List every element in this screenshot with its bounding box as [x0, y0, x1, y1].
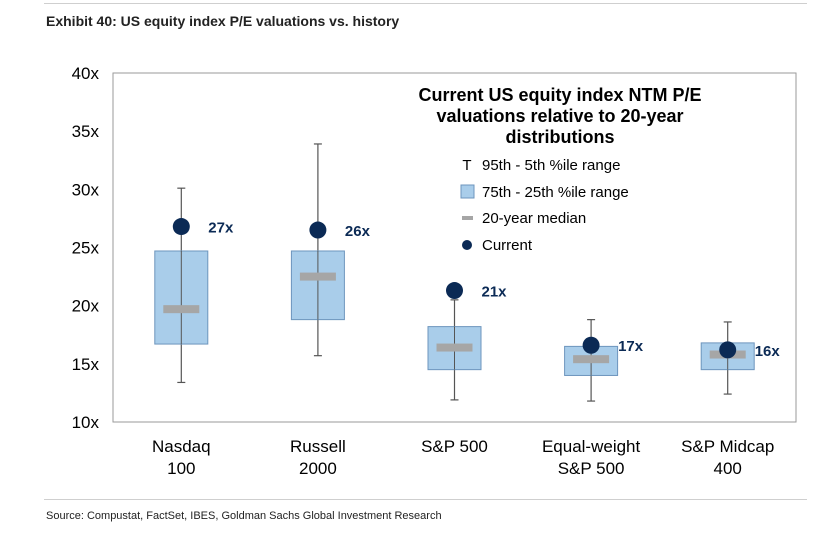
current-point: [172, 218, 190, 236]
y-tick-label: 20x: [72, 297, 100, 316]
chart-title-line: Current US equity index NTM P/E: [418, 85, 701, 105]
plot-frame: [112, 72, 797, 423]
median-marker: [299, 272, 336, 281]
current-point: [446, 282, 463, 300]
box-plot-chart: 10x 15x 20x 25x 30x 35x 40x 27x Nasdaq 100 26x Russ…: [72, 64, 797, 478]
category-label: Equal-weight: [542, 437, 641, 456]
top-rule: [44, 3, 807, 4]
category-label: 2000: [299, 459, 337, 478]
current-point: [582, 336, 600, 354]
y-tick-label: 15x: [72, 355, 100, 374]
legend-swatch-current: [462, 240, 472, 250]
median-marker: [436, 343, 473, 352]
legend-label: 75th - 25th %ile range: [482, 184, 629, 201]
chart-title-line: valuations relative to 20-year: [436, 106, 683, 126]
y-tick-label: 25x: [72, 239, 100, 258]
category-label: 100: [167, 459, 195, 478]
y-tick-label: 30x: [72, 180, 100, 199]
current-label: 26x: [345, 223, 371, 240]
source-note: Source: Compustat, FactSet, IBES, Goldma…: [46, 510, 442, 522]
legend-swatch-median: [462, 216, 473, 220]
legend-swatch-box: [460, 184, 475, 199]
category-label: S&P Midcap: [681, 437, 774, 456]
current-point: [309, 221, 327, 239]
chart-title-line: distributions: [506, 127, 615, 147]
exhibit-title: Exhibit 40: US equity index P/E valuatio…: [46, 13, 400, 29]
legend-label: Current: [482, 237, 533, 254]
y-tick-label: 10x: [72, 413, 100, 432]
median-marker: [573, 355, 610, 364]
legend-label: 95th - 5th %ile range: [482, 157, 620, 174]
current-point: [719, 341, 737, 359]
category-label: S&P 500: [558, 459, 625, 478]
current-label: 21x: [482, 284, 508, 301]
current-label: 27x: [208, 220, 234, 237]
current-label: 16x: [755, 343, 781, 360]
current-label: 17x: [618, 338, 644, 355]
category-label: Nasdaq: [152, 437, 211, 456]
median-marker: [163, 305, 200, 314]
y-tick-label: 40x: [72, 64, 100, 83]
legend-symbol-whisker: T: [462, 157, 471, 174]
category-label: S&P 500: [421, 437, 488, 456]
y-tick-label: 35x: [72, 122, 100, 141]
legend-label: 20-year median: [482, 210, 586, 227]
category-label: Russell: [290, 437, 346, 456]
category-label: 400: [714, 459, 742, 478]
bottom-rule: [44, 499, 807, 500]
